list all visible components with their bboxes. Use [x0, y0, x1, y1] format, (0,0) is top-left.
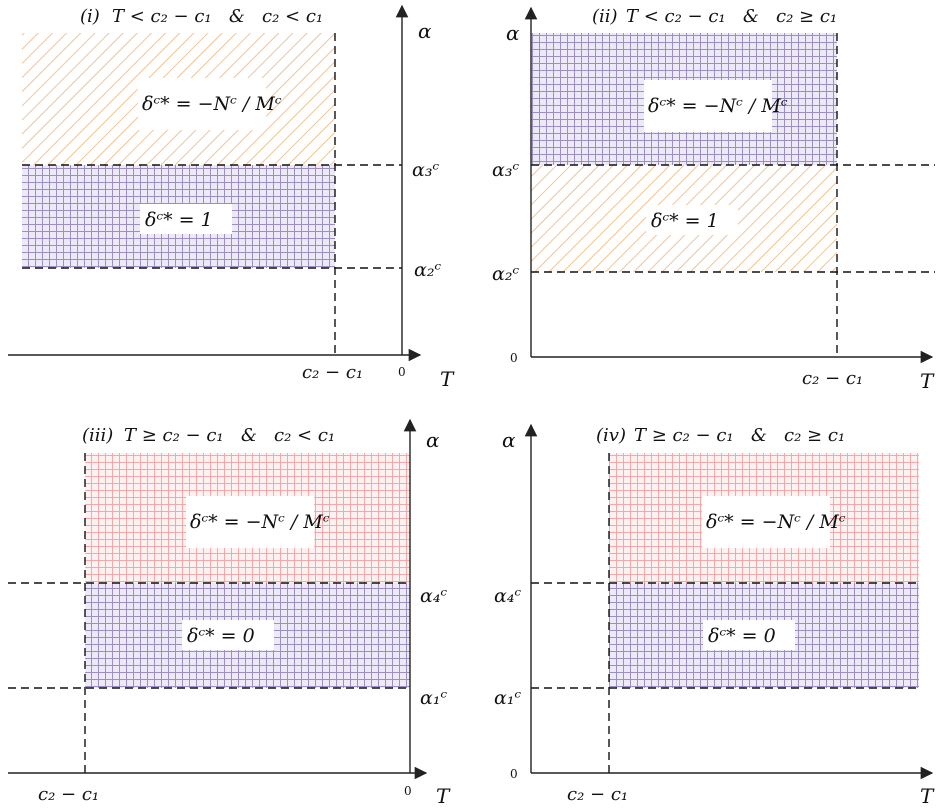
x-axis-label: T: [440, 367, 455, 391]
x-axis-label: T: [436, 784, 451, 808]
panel-title-num: (iv): [596, 425, 626, 446]
alpha-low-label: α₁ᶜ: [494, 687, 521, 709]
panel-iv: (iv) T ≥ c₂ − c₁ & c₂ ≥ c₁ δᶜ* = −Nᶜ / M…: [494, 423, 935, 808]
alpha-high-label: α₄ᶜ: [420, 585, 447, 607]
panel-iii: (iii) T ≥ c₂ − c₁ & c₂ < c₁ δᶜ* = −Nᶜ / …: [8, 418, 451, 808]
panel-title-cond: T ≥ c₂ − c₁ & c₂ < c₁: [124, 425, 335, 446]
alpha-high-label: α₄ᶜ: [494, 585, 521, 607]
origin-label: 0: [510, 351, 518, 365]
region-bottom-label: δᶜ* = 0: [187, 625, 255, 647]
alpha-low-label: α₁ᶜ: [420, 687, 447, 709]
alpha-high-label: α₃ᶜ: [412, 159, 439, 181]
panel-i: (i) T < c₂ − c₁ & c₂ < c₁ δᶜ* = −Nᶜ / Mᶜ…: [8, 4, 455, 391]
panel-title-cond: T < c₂ − c₁ & c₂ ≥ c₁: [626, 6, 837, 27]
region-top-label: δᶜ* = −Nᶜ / Mᶜ: [648, 95, 788, 117]
y-axis-label: α: [506, 21, 520, 45]
region-top-label: δᶜ* = −Nᶜ / Mᶜ: [142, 93, 282, 115]
x-mark-label: c₂ − c₁: [38, 784, 99, 805]
alpha-low-label: α₂ᶜ: [492, 263, 519, 285]
y-axis-label: α: [418, 19, 432, 43]
x-mark-label: c₂ − c₁: [802, 368, 863, 389]
panel-title-num: (iii): [82, 425, 113, 446]
origin-label: 0: [398, 365, 406, 379]
panel-title-cond: T < c₂ − c₁ & c₂ < c₁: [112, 6, 323, 27]
y-axis-label: α: [502, 428, 516, 452]
alpha-low-label: α₂ᶜ: [414, 259, 441, 281]
panel-title-cond: T ≥ c₂ − c₁ & c₂ ≥ c₁: [634, 425, 845, 446]
origin-label: 0: [510, 767, 518, 781]
region-top-label: δᶜ* = −Nᶜ / Mᶜ: [706, 511, 846, 533]
panel-ii: (ii) T < c₂ − c₁ & c₂ ≥ c₁ δᶜ* = −Nᶜ / M…: [492, 6, 935, 393]
region-bottom-label: δᶜ* = 0: [708, 625, 776, 647]
x-axis-label: T: [920, 369, 935, 393]
x-axis-label: T: [920, 784, 935, 808]
origin-label: 0: [404, 784, 412, 798]
panel-title-num: (i): [80, 6, 100, 27]
region-top-label: δᶜ* = −Nᶜ / Mᶜ: [190, 511, 330, 533]
region-bottom-label: δᶜ* = 1: [145, 209, 213, 231]
y-axis-label: α: [426, 428, 440, 452]
x-mark-label: c₂ − c₁: [302, 362, 363, 383]
alpha-high-label: α₃ᶜ: [492, 159, 519, 181]
panel-title-num: (ii): [592, 6, 618, 27]
region-bottom-label: δᶜ* = 1: [651, 210, 719, 232]
x-mark-label: c₂ − c₁: [567, 784, 628, 805]
